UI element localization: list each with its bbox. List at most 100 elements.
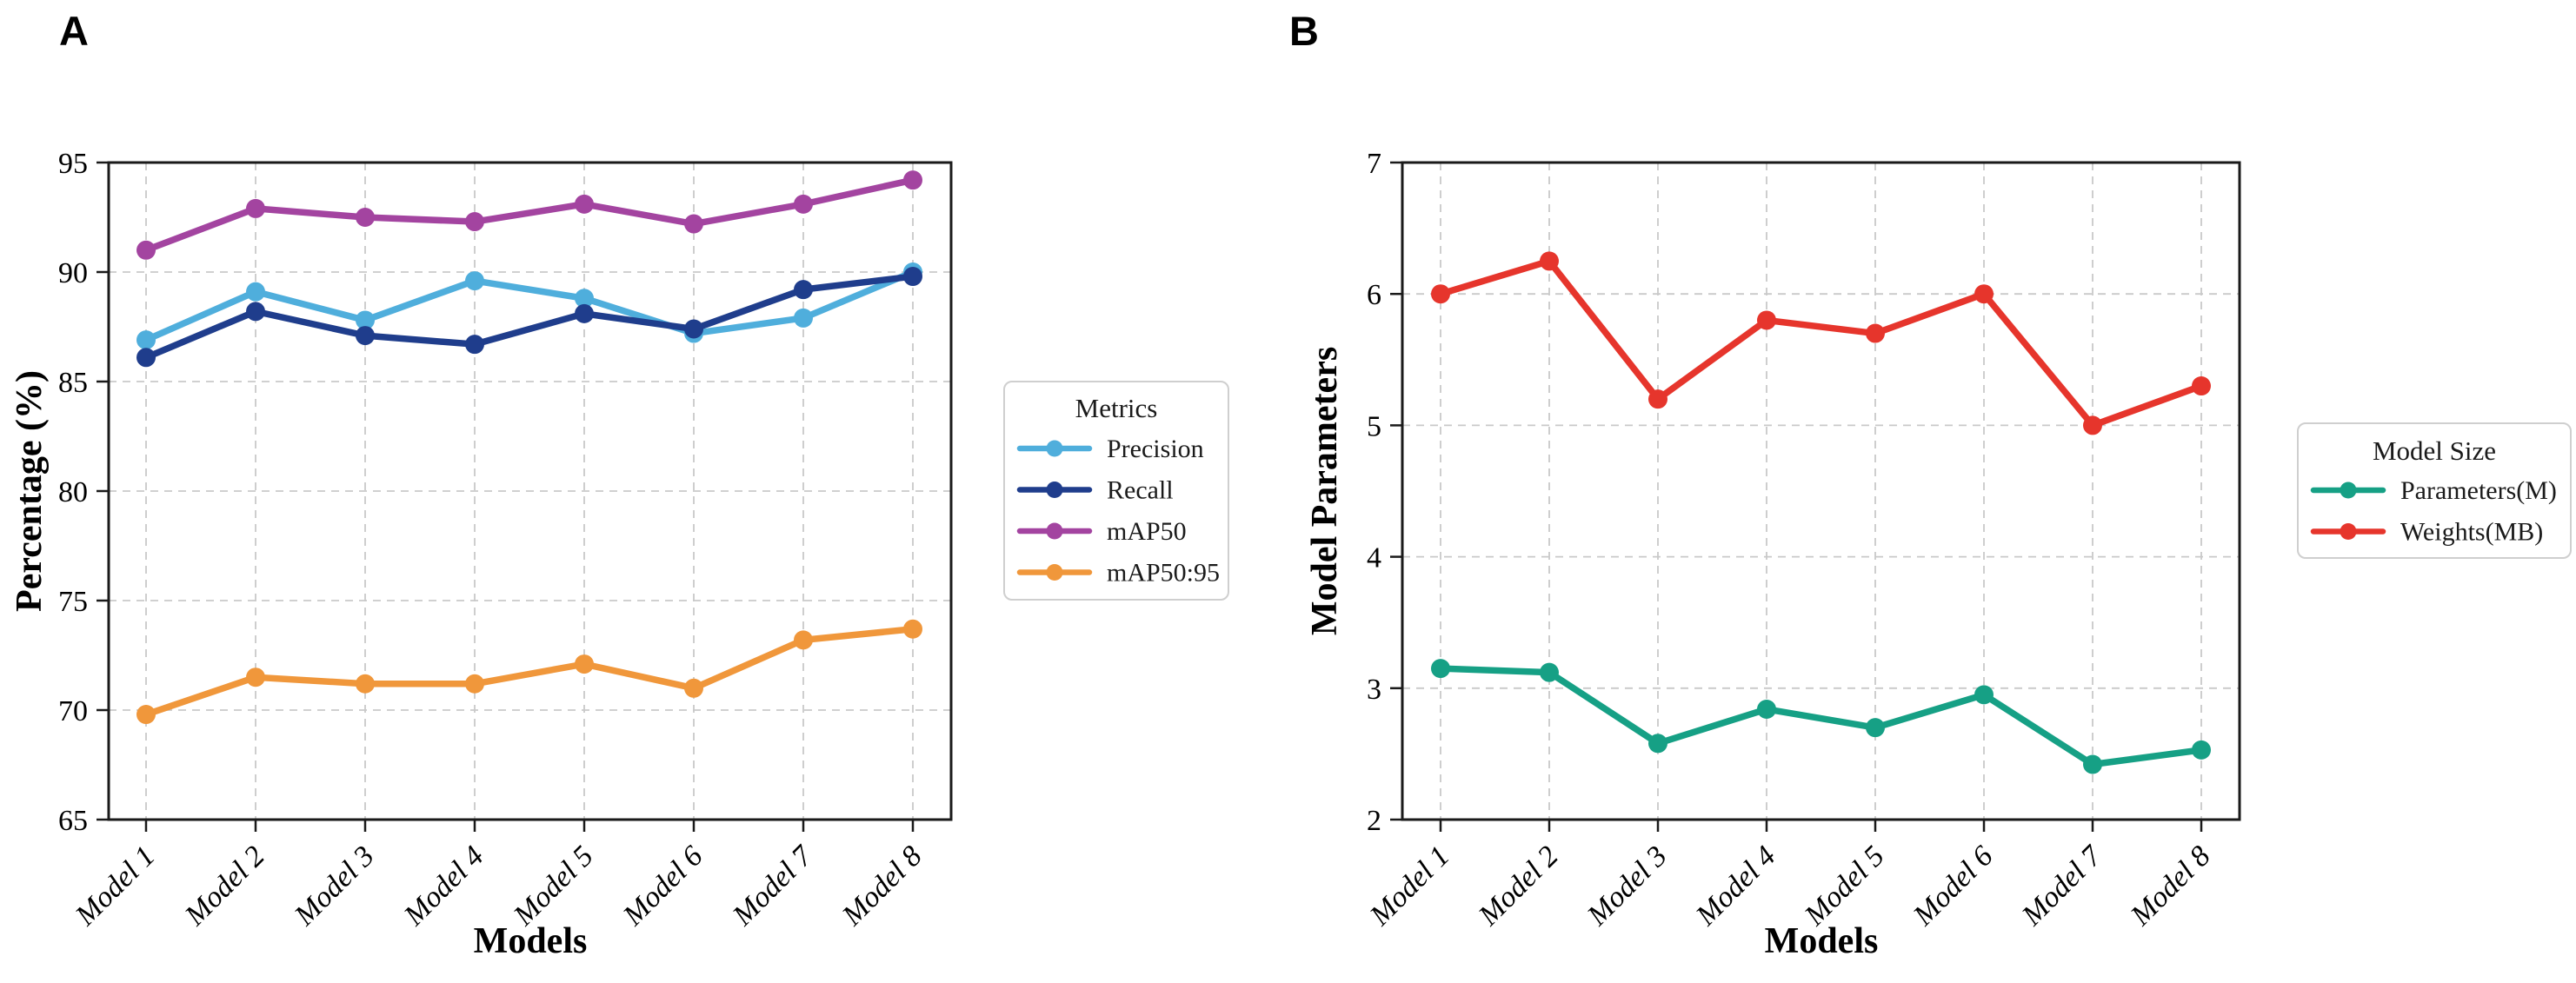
x-tick-label: Model 3 [1581, 840, 1673, 932]
chart-b-y-axis-title: Model Parameters [1305, 347, 1345, 635]
Precision-marker [246, 282, 265, 302]
mAP50:95-marker [575, 654, 594, 674]
panel-a-label: A [59, 8, 89, 54]
y-tick-label: 2 [1367, 805, 1381, 837]
Weights(MB)-marker [1974, 284, 1994, 304]
y-tick-label: 3 [1367, 674, 1381, 706]
Recall-marker [465, 335, 484, 355]
y-tick-label: 85 [58, 367, 88, 399]
Parameters(M)-marker [1974, 685, 1994, 705]
x-tick-label: Model 5 [507, 840, 599, 932]
Weights(MB)-marker [1648, 389, 1667, 409]
x-tick-label: Model 4 [397, 840, 489, 932]
legend-entry-label: mAP50 [1107, 517, 1187, 546]
Parameters(M)-marker [1757, 699, 1776, 719]
Parameters(M)-marker [1648, 734, 1667, 754]
x-tick-label: Model 4 [1689, 840, 1781, 932]
mAP50-marker [794, 194, 813, 214]
chart-b-legend-title: Model Size [2373, 435, 2496, 466]
legend-marker-sample [1046, 522, 1063, 540]
Precision-marker [136, 330, 156, 350]
y-tick-label: 75 [58, 586, 88, 618]
y-tick-label: 95 [58, 148, 88, 180]
x-tick-label: Model 5 [1798, 840, 1890, 932]
x-tick-label: Model 6 [1907, 840, 1999, 932]
Weights(MB)-marker [2083, 415, 2102, 435]
chart-a-legend-title: Metrics [1075, 393, 1158, 423]
Weights(MB)-marker [1540, 251, 1559, 271]
Precision-marker [794, 308, 813, 328]
y-tick-label: 5 [1367, 410, 1381, 442]
mAP50-marker [575, 194, 594, 214]
Recall-marker [684, 319, 703, 339]
legend-marker-sample [2340, 482, 2357, 499]
mAP50:95-line [143, 626, 916, 718]
chart-a-panel: Model 1 Model 2 Model 3 Model 4 Model 5 Model… [58, 148, 1229, 933]
x-tick-label: Model 8 [2124, 840, 2216, 932]
y-tick-label: 65 [58, 805, 88, 837]
x-tick-label: Model 7 [2015, 839, 2109, 933]
chart-b-x-axis-title: Models [1765, 921, 1879, 961]
mAP50:95-marker [246, 668, 265, 687]
mAP50-marker [903, 170, 922, 190]
chart-b-panel: Model 1 Model 2 Model 3 Model 4 Model 5 Model… [1363, 148, 2572, 933]
Precision-marker [465, 271, 484, 291]
legend-entry-label: Recall [1107, 476, 1174, 505]
Weights(MB)-line [1437, 257, 2205, 429]
x-tick-label: Model 1 [69, 840, 161, 932]
mAP50:95-marker [356, 674, 375, 694]
chart-a-x-axis-title: Models [474, 921, 588, 961]
Parameters(M)-marker [1866, 718, 1885, 738]
legend-entry-label: Weights(MB) [2400, 518, 2543, 547]
y-tick-label: 70 [58, 695, 88, 727]
Recall-marker [246, 302, 265, 322]
mAP50-line [143, 176, 916, 254]
legend-box [2297, 422, 2572, 559]
legend-marker-sample [2340, 523, 2357, 540]
x-tick-label: Model 2 [178, 840, 270, 932]
x-tick-label: Model 3 [288, 840, 380, 932]
Precision-marker [575, 289, 594, 309]
x-tick-label: Model 6 [616, 840, 709, 932]
plot-frame [107, 161, 953, 821]
plot-frame [1401, 161, 2241, 821]
legend-box [1003, 381, 1229, 601]
chart-a-y-axis-title: Percentage (%) [10, 370, 50, 612]
Recall-marker [136, 348, 156, 368]
mAP50-marker [356, 208, 375, 227]
mAP50:95-marker [794, 630, 813, 650]
Recall-marker [794, 280, 813, 300]
Parameters(M)-marker [2083, 754, 2102, 774]
Weights(MB)-marker [2192, 376, 2211, 396]
mAP50-marker [465, 212, 484, 232]
mAP50:95-marker [684, 678, 703, 698]
x-tick-label: Model 8 [835, 840, 928, 932]
Parameters(M)-marker [1431, 659, 1450, 679]
x-tick-label: Model 1 [1363, 840, 1455, 932]
legend-entry-label: mAP50:95 [1107, 559, 1220, 588]
mAP50-marker [246, 198, 265, 218]
mAP50:95-marker [903, 619, 922, 639]
Parameters(M)-line [1437, 665, 2205, 768]
legend-marker-sample [1046, 440, 1063, 457]
legend-entry-label: Precision [1107, 435, 1204, 463]
Weights(MB)-marker [1866, 323, 1885, 343]
Recall-line [143, 273, 916, 362]
y-tick-label: 4 [1367, 542, 1381, 575]
Weights(MB)-marker [1757, 310, 1776, 330]
y-tick-label: 6 [1367, 279, 1381, 311]
legend-entry-label: Parameters(M) [2400, 476, 2557, 505]
legend-marker-sample [1046, 482, 1063, 498]
Weights(MB)-marker [1431, 284, 1450, 304]
Parameters(M)-marker [2192, 740, 2211, 760]
mAP50:95-marker [136, 705, 156, 725]
Recall-marker [356, 326, 375, 346]
Precision-marker [356, 310, 375, 330]
y-tick-label: 80 [58, 476, 88, 508]
Parameters(M)-marker [1540, 662, 1559, 682]
Precision-line [143, 269, 916, 343]
Recall-marker [575, 303, 594, 323]
panel-b-label: B [1289, 8, 1319, 54]
